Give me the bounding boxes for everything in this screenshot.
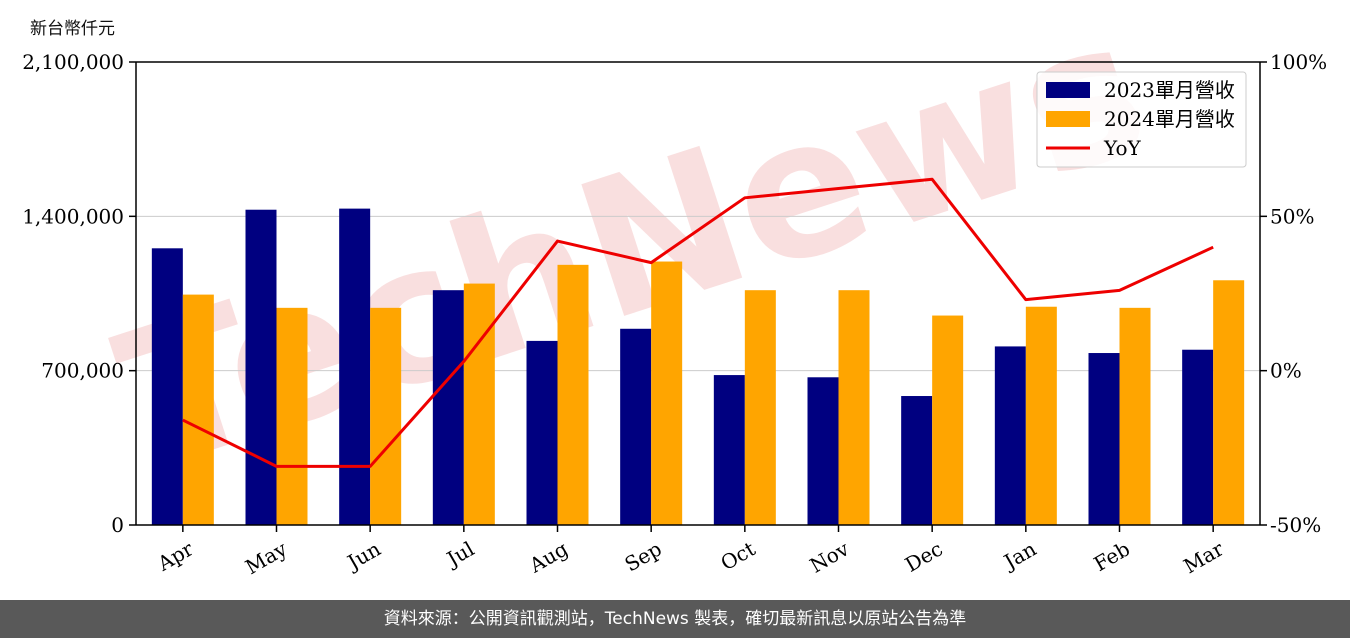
x-tick-label: Apr [153, 536, 198, 576]
left-tick-label: 2,100,000 [22, 50, 124, 74]
bar-2024-jan [1025, 306, 1057, 525]
bar-2023-dec [901, 396, 933, 525]
right-tick-label: -50% [1270, 513, 1321, 537]
bar-2024-jun [370, 307, 402, 525]
x-tick-label: Mar [1179, 536, 1228, 578]
bar-2024-oct [744, 290, 776, 525]
bar-2023-jul [432, 290, 464, 525]
legend-label: YoY [1103, 136, 1142, 160]
legend-label: 2023單月營收 [1104, 78, 1235, 102]
left-tick-label: 0 [111, 513, 124, 537]
bar-2024-sep [651, 261, 683, 525]
legend: 2023單月營收 2024單月營收 YoY [1036, 71, 1247, 168]
bar-2023-sep [620, 328, 652, 525]
source-footer: 資料來源：公開資訊觀測站，TechNews 製表，確切最新訊息以原站公告為準 [0, 600, 1350, 638]
x-tick-label: May [241, 536, 291, 579]
right-tick-label: 50% [1270, 204, 1314, 228]
bar-2023-jan [994, 346, 1026, 525]
bar-2023-may [245, 209, 277, 525]
bar-2024-mar [1213, 280, 1245, 525]
bar-2023-mar [1182, 349, 1214, 525]
bar-2024-nov [838, 290, 870, 525]
x-tick-label: Nov [806, 536, 854, 578]
x-tick-label: Oct [716, 537, 759, 576]
bar-2024-may [276, 307, 308, 525]
left-tick-label: 700,000 [41, 359, 124, 383]
legend-label: 2024單月營收 [1104, 107, 1235, 131]
legend-swatch-0 [1046, 82, 1090, 98]
bar-2024-feb [1119, 307, 1151, 525]
bar-2023-nov [807, 377, 839, 525]
bar-2023-jun [339, 208, 371, 525]
x-tick-label: Feb [1090, 537, 1134, 576]
left-tick-label: 1,400,000 [22, 204, 124, 228]
right-tick-label: 100% [1270, 50, 1327, 74]
bar-2023-apr [151, 248, 183, 526]
bar-2024-aug [557, 264, 589, 525]
yoy-line-layer [182, 177, 1214, 468]
bar-2023-aug [526, 340, 558, 525]
grid [136, 215, 1260, 372]
bars [151, 208, 1245, 526]
x-tick-label: Jul [441, 537, 478, 572]
bar-2024-apr [182, 294, 214, 525]
yoy-line [182, 177, 1214, 468]
x-tick-label: Dec [901, 537, 947, 577]
revenue-chart: TechNews 0700,0001,400,0002,100,000-50%0… [22, 0, 1327, 579]
bar-2024-jul [463, 283, 495, 525]
x-tick-label: Aug [524, 536, 572, 577]
bar-2024-dec [932, 315, 964, 525]
x-tick-label: Jun [342, 536, 385, 575]
bar-2023-feb [1088, 353, 1120, 525]
y-axis-unit-label: 新台幣仟元 [30, 19, 115, 39]
x-tick-label: Sep [620, 537, 665, 577]
legend-swatch-1 [1046, 111, 1090, 127]
bar-2023-oct [713, 375, 745, 525]
x-tick-label: Jan [998, 536, 1040, 574]
right-tick-label: 0% [1270, 359, 1302, 383]
